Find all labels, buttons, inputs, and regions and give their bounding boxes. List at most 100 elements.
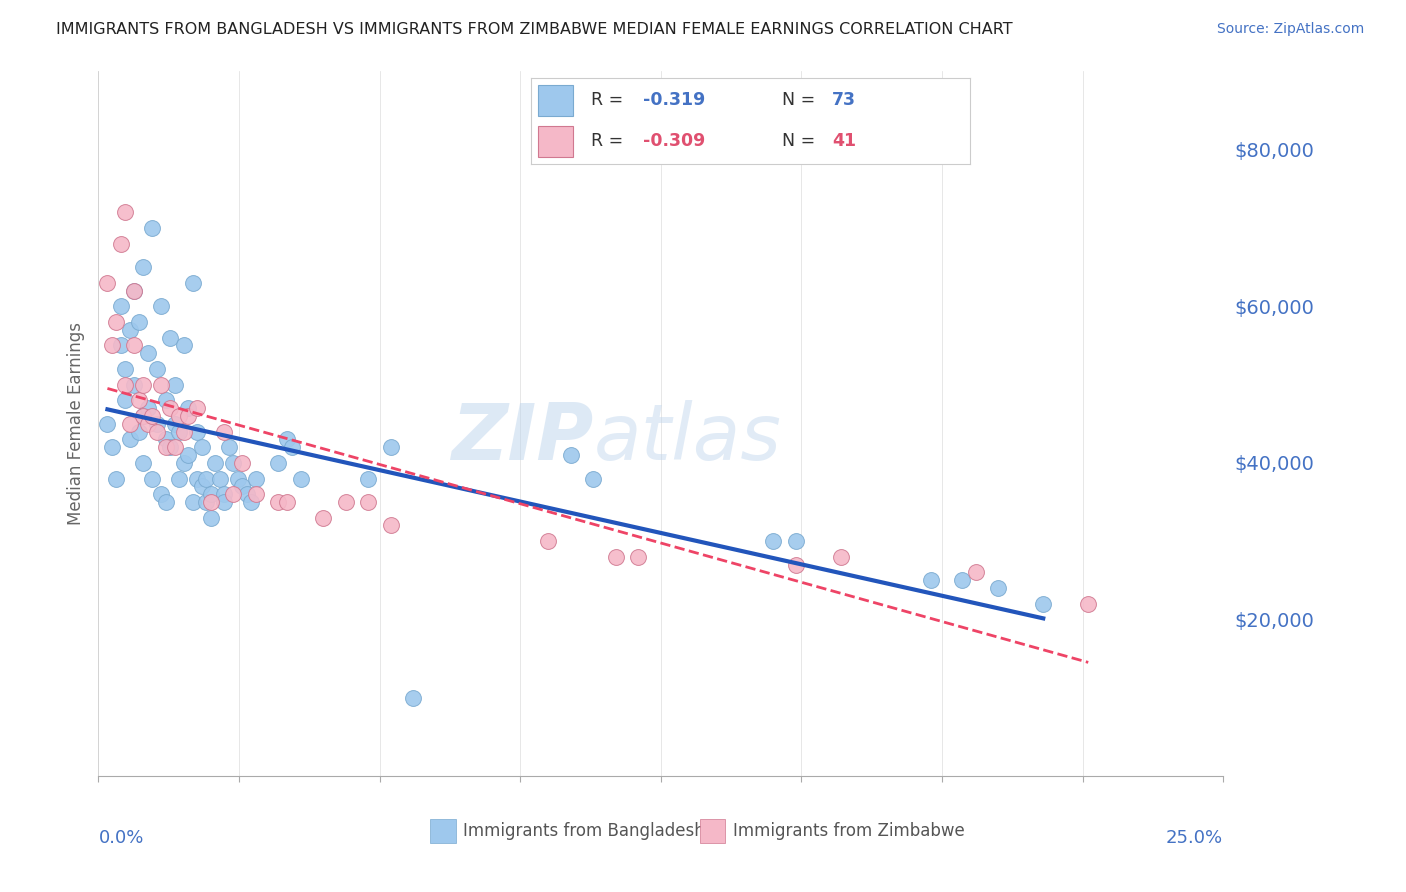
Point	[357, 471, 380, 485]
Point	[169, 425, 191, 439]
Point	[132, 377, 155, 392]
Text: Source: ZipAtlas.com: Source: ZipAtlas.com	[1216, 22, 1364, 37]
Point	[141, 221, 163, 235]
Point	[155, 393, 177, 408]
Point	[1032, 597, 1054, 611]
Point	[155, 495, 177, 509]
Point	[222, 456, 245, 470]
Point	[150, 377, 173, 392]
Text: 0.0%: 0.0%	[98, 829, 143, 847]
Point	[96, 276, 118, 290]
Point	[537, 534, 560, 549]
Point	[920, 574, 942, 588]
Point	[177, 448, 200, 462]
Point	[163, 417, 186, 431]
Point	[214, 487, 236, 501]
Point	[281, 440, 304, 454]
Point	[114, 205, 136, 219]
Point	[276, 433, 298, 447]
Point	[236, 487, 259, 501]
Point	[560, 448, 582, 462]
Point	[132, 456, 155, 470]
Point	[231, 456, 253, 470]
Point	[128, 425, 150, 439]
Point	[245, 487, 267, 501]
Point	[136, 417, 159, 431]
Point	[276, 495, 298, 509]
Point	[141, 409, 163, 423]
Point	[231, 479, 253, 493]
Point	[159, 440, 181, 454]
Point	[380, 518, 402, 533]
Point	[965, 566, 987, 580]
Text: 25.0%: 25.0%	[1166, 829, 1223, 847]
Point	[208, 471, 231, 485]
Point	[118, 417, 141, 431]
Point	[101, 440, 124, 454]
Point	[195, 471, 218, 485]
Point	[159, 401, 181, 415]
Y-axis label: Median Female Earnings: Median Female Earnings	[66, 322, 84, 525]
Point	[181, 495, 204, 509]
Point	[380, 440, 402, 454]
Point	[950, 574, 973, 588]
Text: ZIP: ZIP	[451, 400, 593, 475]
Point	[132, 409, 155, 423]
Point	[128, 393, 150, 408]
Point	[124, 377, 146, 392]
Point	[105, 471, 128, 485]
Point	[124, 284, 146, 298]
Point	[226, 471, 249, 485]
Point	[155, 440, 177, 454]
Point	[110, 338, 132, 352]
Point	[110, 299, 132, 313]
Text: atlas: atlas	[593, 400, 782, 475]
Point	[830, 549, 852, 564]
Point	[114, 377, 136, 392]
Point	[124, 284, 146, 298]
Point	[146, 425, 169, 439]
Point	[118, 323, 141, 337]
Point	[132, 260, 155, 274]
Point	[96, 417, 118, 431]
Point	[173, 338, 195, 352]
Text: IMMIGRANTS FROM BANGLADESH VS IMMIGRANTS FROM ZIMBABWE MEDIAN FEMALE EARNINGS CO: IMMIGRANTS FROM BANGLADESH VS IMMIGRANTS…	[56, 22, 1012, 37]
Point	[124, 338, 146, 352]
Point	[214, 425, 236, 439]
Text: Immigrants from Bangladesh: Immigrants from Bangladesh	[463, 822, 704, 840]
Point	[114, 393, 136, 408]
Point	[290, 471, 312, 485]
Point	[785, 534, 807, 549]
Point	[987, 581, 1010, 595]
Point	[357, 495, 380, 509]
Point	[132, 409, 155, 423]
Point	[136, 346, 159, 360]
Point	[200, 510, 222, 524]
Text: Immigrants from Zimbabwe: Immigrants from Zimbabwe	[733, 822, 965, 840]
Point	[267, 456, 290, 470]
Point	[169, 409, 191, 423]
Point	[191, 479, 214, 493]
Point	[128, 315, 150, 329]
Point	[136, 401, 159, 415]
Point	[335, 495, 357, 509]
Point	[186, 425, 208, 439]
Point	[200, 487, 222, 501]
Point	[114, 362, 136, 376]
Point	[173, 425, 195, 439]
Point	[101, 338, 124, 352]
Point	[177, 409, 200, 423]
Point	[159, 330, 181, 344]
Point	[605, 549, 627, 564]
Point	[191, 440, 214, 454]
Point	[110, 236, 132, 251]
Point	[150, 487, 173, 501]
Point	[150, 299, 173, 313]
Point	[186, 401, 208, 415]
Point	[240, 495, 263, 509]
Point	[312, 510, 335, 524]
Point	[245, 471, 267, 485]
Point	[181, 276, 204, 290]
Point	[146, 362, 169, 376]
Point	[186, 471, 208, 485]
